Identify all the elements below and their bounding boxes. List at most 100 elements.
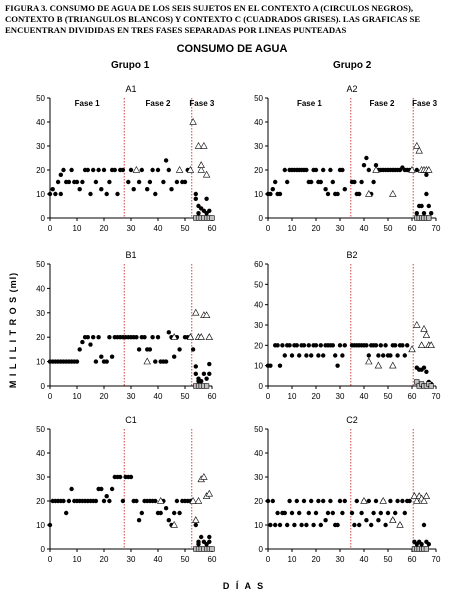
data-point-context-a	[277, 191, 283, 197]
data-point-context-b	[422, 492, 431, 499]
data-point-context-b	[200, 472, 208, 480]
data-point-context-a	[136, 347, 142, 352]
data-point-context-a	[321, 498, 326, 504]
x-tick-label: 60	[408, 555, 417, 564]
data-point-context-a	[313, 343, 319, 348]
data-point-context-a	[304, 522, 309, 528]
data-point-context-a	[193, 191, 198, 197]
data-point-context-a	[69, 167, 74, 173]
data-point-context-a	[325, 191, 331, 197]
data-point-context-b	[194, 141, 203, 149]
data-point-context-a	[323, 187, 328, 192]
data-point-context-a	[273, 522, 278, 528]
data-point-context-a	[104, 494, 109, 499]
data-point-context-a	[134, 498, 139, 504]
data-point-context-a	[207, 534, 212, 540]
group-label-1: Grupo 1	[111, 60, 150, 71]
data-point-context-a	[285, 179, 290, 185]
x-tick-label: 50	[384, 555, 393, 564]
data-point-context-a	[101, 167, 107, 173]
y-tick-label: 30	[36, 473, 45, 482]
y-tick-label: 0	[259, 382, 264, 391]
data-point-context-a	[340, 510, 345, 516]
data-point-context-a	[282, 353, 287, 358]
data-point-context-a	[85, 335, 91, 340]
data-point-context-a	[388, 498, 393, 504]
data-point-context-a	[109, 486, 115, 492]
data-point-context-a	[335, 363, 340, 368]
y-tick-label: 10	[254, 190, 263, 199]
data-point-context-a	[419, 542, 424, 547]
phase-label: Fase 1	[75, 99, 100, 108]
data-point-context-a	[357, 522, 362, 528]
data-point-context-a	[402, 353, 407, 358]
phase-label: Fase 3	[412, 99, 437, 108]
data-point-context-a	[136, 179, 142, 185]
panel-title: B1	[125, 250, 136, 260]
y-tick-label: 60	[254, 260, 263, 269]
data-point-context-a	[99, 486, 104, 492]
y-tick-label: 50	[36, 425, 45, 434]
y-tick-label: 20	[254, 166, 263, 175]
data-point-context-b	[389, 516, 397, 523]
data-point-context-a	[91, 335, 96, 340]
data-point-context-a	[364, 343, 369, 348]
data-point-context-a	[174, 179, 180, 185]
x-tick-label: 20	[100, 555, 109, 564]
x-axis-label: D Í A S	[223, 581, 265, 591]
x-tick-label: 70	[432, 224, 441, 233]
data-point-context-a	[301, 498, 307, 504]
data-point-context-a	[407, 498, 412, 504]
data-point-context-a	[301, 343, 307, 348]
data-point-context-a	[306, 343, 311, 348]
data-point-context-c	[209, 215, 215, 221]
data-point-context-a	[424, 191, 429, 197]
data-point-context-a	[275, 343, 280, 348]
data-point-context-b	[420, 496, 428, 504]
data-point-context-b	[422, 331, 431, 338]
x-tick-label: 50	[384, 392, 393, 401]
data-point-context-b	[132, 165, 141, 173]
data-point-context-a	[342, 343, 347, 348]
x-tick-label: 20	[100, 224, 109, 233]
data-point-context-a	[196, 211, 201, 216]
data-point-context-a	[153, 191, 158, 197]
data-point-context-b	[205, 489, 214, 497]
x-tick-label: 60	[408, 392, 417, 401]
data-point-context-b	[379, 496, 387, 504]
y-tick-label: 40	[254, 449, 263, 458]
y-tick-label: 50	[36, 94, 45, 103]
panel-title: C1	[125, 415, 137, 425]
y-tick-label: 0	[41, 214, 46, 223]
x-tick-label: 10	[288, 392, 297, 401]
data-point-context-a	[359, 510, 364, 516]
data-point-context-b	[192, 516, 200, 523]
data-point-context-a	[99, 354, 104, 359]
y-tick-label: 40	[36, 449, 45, 458]
data-point-context-a	[280, 343, 285, 348]
data-point-context-c	[209, 546, 215, 552]
data-point-context-a	[306, 510, 311, 516]
data-point-context-a	[93, 179, 99, 185]
data-point-context-a	[104, 359, 109, 364]
data-point-context-a	[383, 522, 388, 528]
data-point-context-a	[285, 522, 290, 528]
data-point-context-b	[197, 333, 205, 340]
x-tick-label: 0	[266, 392, 271, 401]
data-point-context-a	[335, 522, 340, 528]
data-point-context-b	[197, 161, 205, 168]
data-point-context-a	[383, 343, 388, 348]
data-point-context-a	[61, 498, 66, 504]
data-point-context-a	[311, 522, 316, 528]
data-point-context-a	[366, 167, 371, 173]
data-point-context-b	[170, 520, 178, 528]
panel-title: A2	[346, 84, 357, 94]
x-tick-label: 40	[360, 392, 369, 401]
data-point-context-a	[373, 163, 379, 168]
data-point-context-a	[376, 353, 381, 358]
data-point-context-b	[170, 333, 178, 340]
x-tick-label: 0	[48, 555, 53, 564]
y-tick-label: 40	[36, 284, 45, 293]
data-point-context-b	[408, 165, 416, 173]
data-point-context-a	[421, 522, 427, 528]
